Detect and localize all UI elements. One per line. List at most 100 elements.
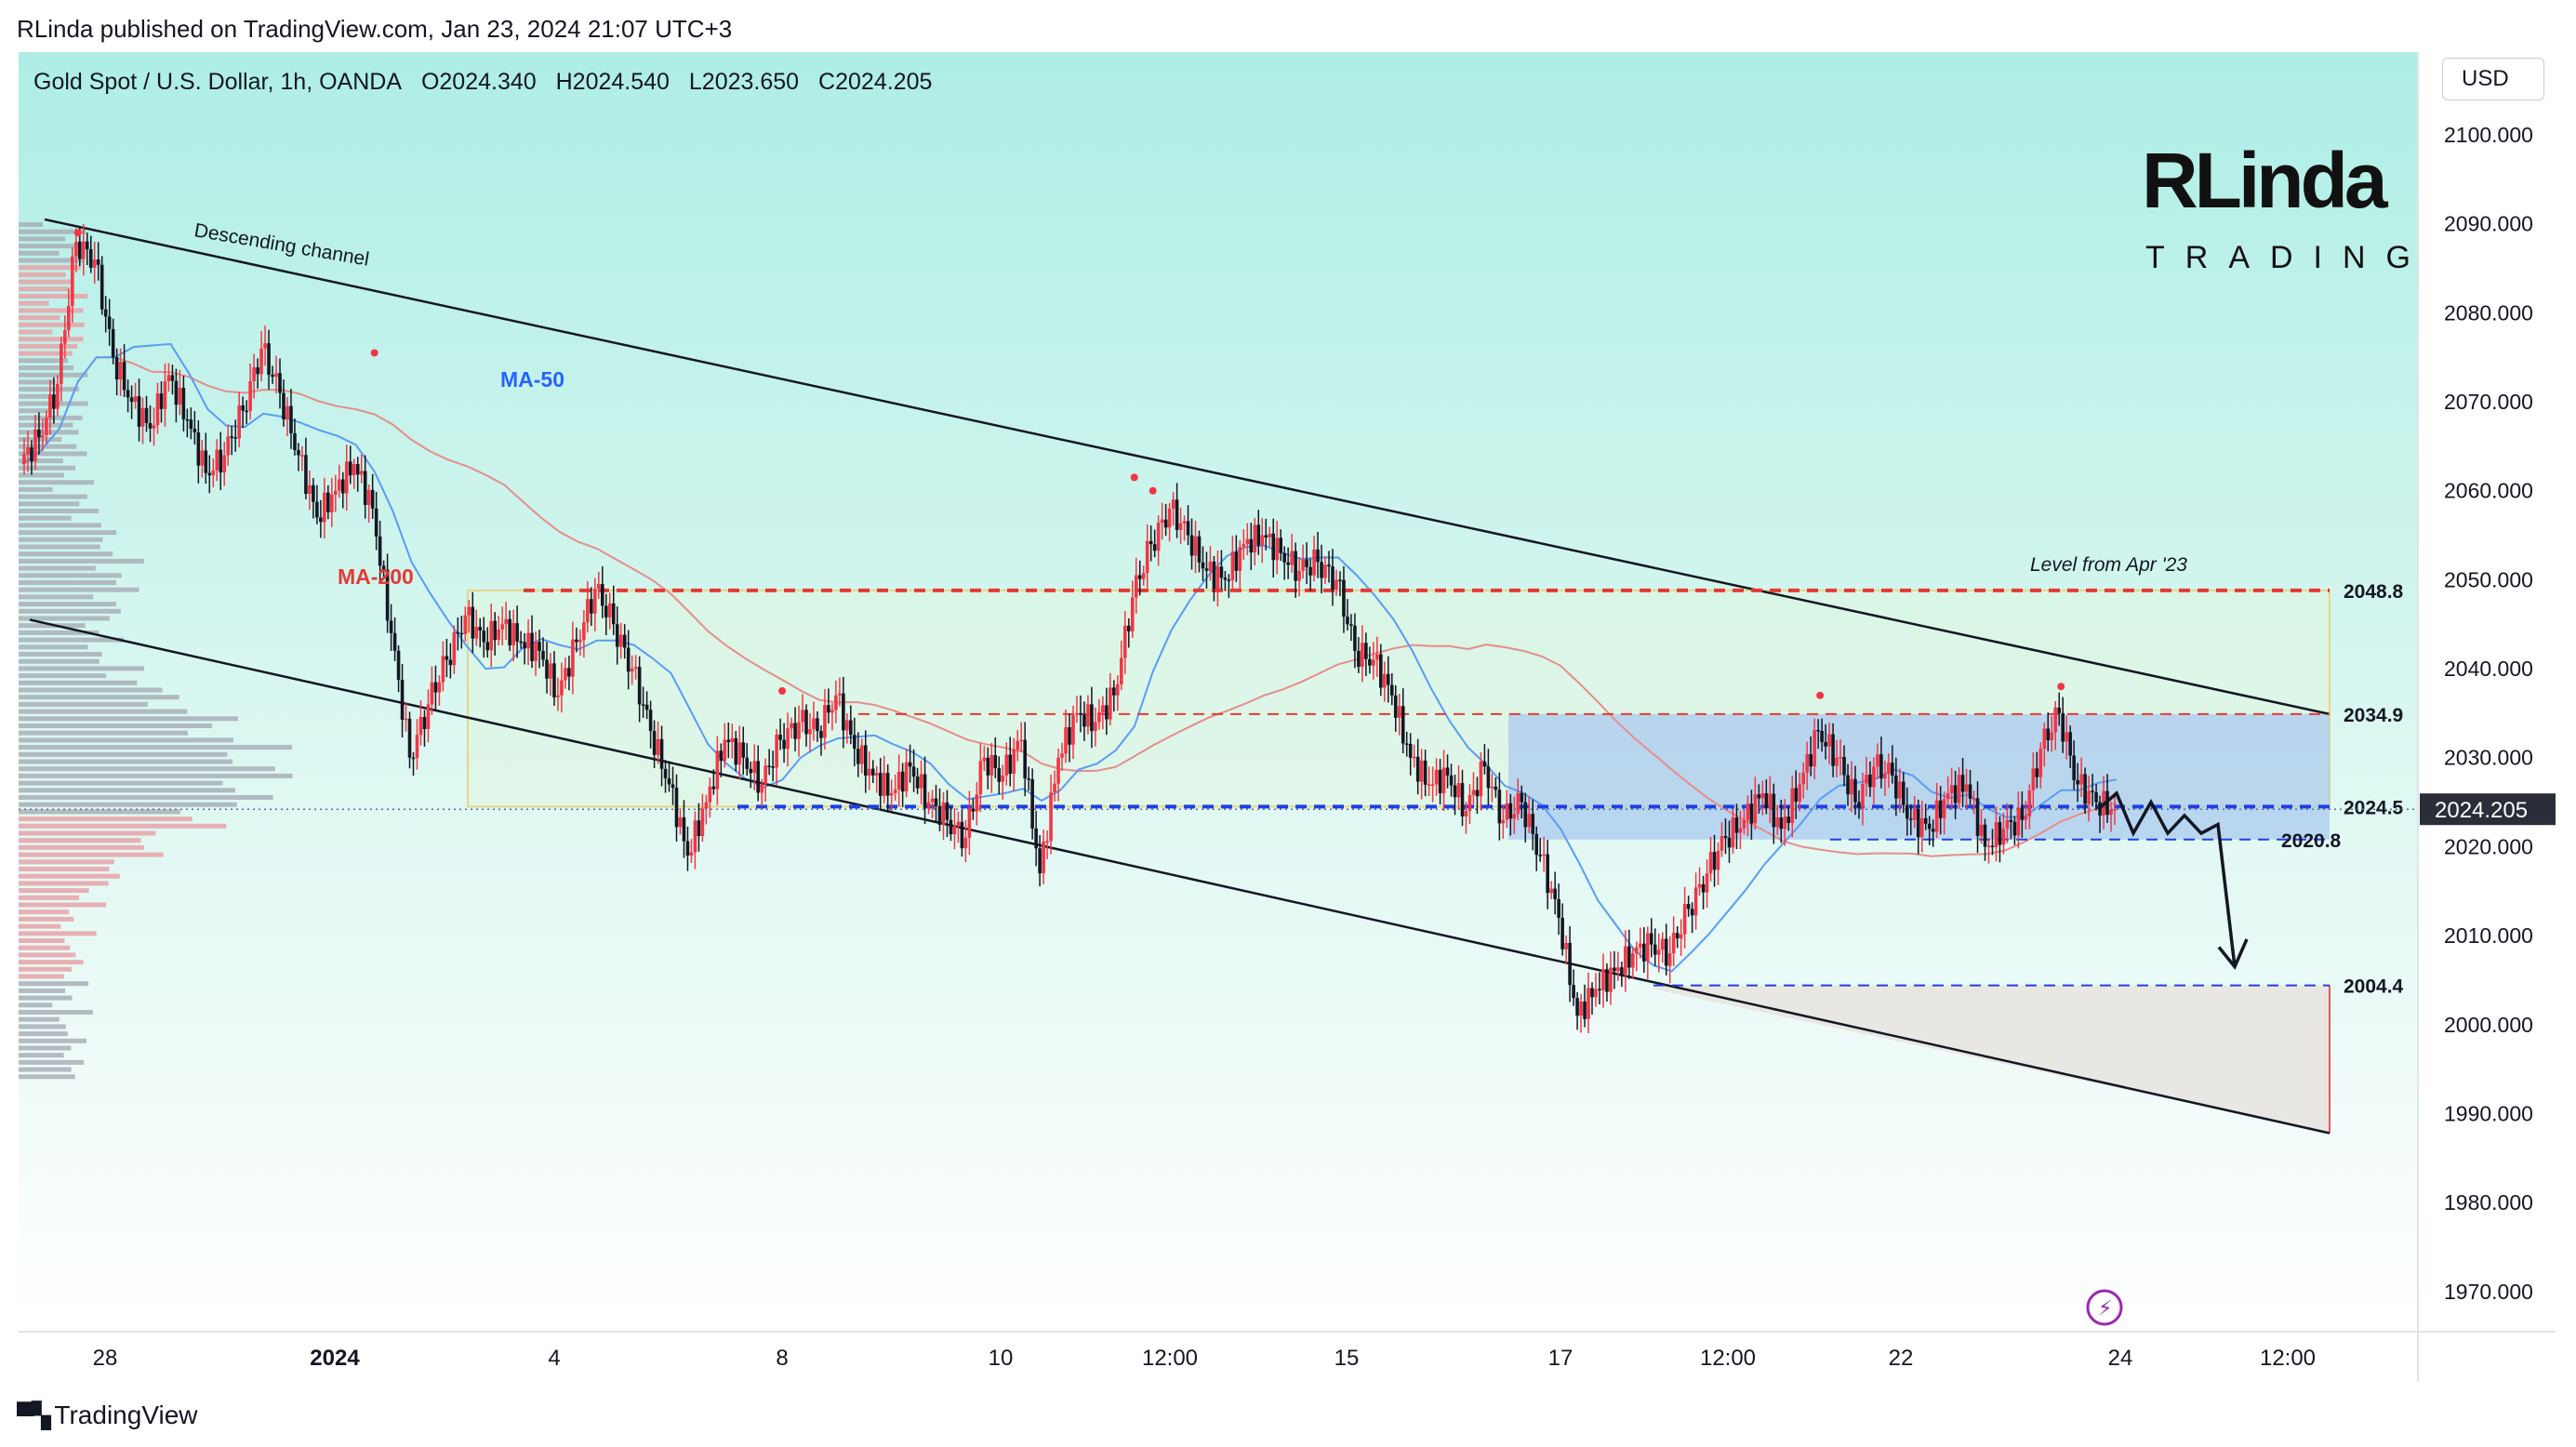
volume-profile-bar bbox=[19, 1038, 87, 1043]
volume-profile-bar bbox=[19, 337, 84, 342]
candle-body bbox=[129, 397, 134, 403]
candle-body bbox=[1916, 808, 1920, 838]
candle-body bbox=[941, 802, 946, 825]
candle-body bbox=[1512, 814, 1517, 819]
candle-body bbox=[426, 704, 431, 729]
swing-high-marker bbox=[73, 229, 82, 237]
candle-body bbox=[1649, 933, 1653, 945]
candle-body bbox=[355, 464, 360, 475]
candle-body bbox=[456, 631, 460, 634]
candle-body bbox=[519, 641, 523, 644]
candle-body bbox=[92, 259, 97, 268]
candle-body bbox=[1705, 873, 1709, 893]
candle-body bbox=[2065, 732, 2068, 742]
candle-body bbox=[504, 618, 508, 625]
candle-body bbox=[596, 584, 601, 589]
volume-profile-bar bbox=[19, 322, 85, 327]
tradingview-logo[interactable]: ▀▚ TradingView bbox=[17, 1401, 198, 1430]
candle-body bbox=[1675, 933, 1680, 939]
candle-body bbox=[330, 494, 334, 512]
candle-body bbox=[259, 348, 263, 375]
candle-body bbox=[630, 669, 634, 672]
candle-body bbox=[1983, 824, 1987, 847]
candle-body bbox=[1912, 808, 1917, 820]
candle-body bbox=[1379, 654, 1383, 688]
candle-body bbox=[1375, 654, 1379, 660]
candle-body bbox=[819, 731, 823, 738]
candle-body bbox=[870, 768, 875, 776]
candle-body bbox=[1594, 989, 1598, 998]
y-tick-label: 2020.000 bbox=[2444, 834, 2533, 858]
candle-body bbox=[107, 316, 112, 329]
candle-body bbox=[1501, 819, 1506, 824]
chart-frame[interactable]: 2048.8 2034.9 2024.5 2020.8 2004.4 Descendin… bbox=[17, 50, 2557, 1386]
candle-body bbox=[1656, 949, 1661, 955]
candle-body bbox=[445, 656, 449, 660]
candle-body bbox=[404, 718, 408, 721]
candle-body bbox=[152, 425, 156, 429]
volume-profile-bar bbox=[19, 1016, 60, 1022]
candle-body bbox=[1060, 753, 1064, 758]
candle-body bbox=[1204, 568, 1209, 571]
candle-body bbox=[1720, 836, 1724, 851]
candle-body bbox=[1389, 684, 1394, 696]
candle-body bbox=[1045, 841, 1049, 843]
candle-body bbox=[2053, 707, 2058, 733]
candle-body bbox=[1835, 757, 1839, 766]
candle-body bbox=[174, 380, 179, 405]
candle-body bbox=[1372, 659, 1375, 666]
candle-body bbox=[103, 309, 108, 317]
candle-body bbox=[1234, 551, 1239, 571]
candle-body bbox=[604, 605, 608, 617]
symbol-name[interactable]: Gold Spot / U.S. Dollar, 1h, OANDA bbox=[33, 69, 402, 95]
candle-body bbox=[1101, 705, 1105, 713]
candle-body bbox=[148, 422, 153, 429]
candle-body bbox=[1809, 753, 1812, 767]
candle-body bbox=[448, 659, 453, 666]
candle-body bbox=[1645, 933, 1650, 962]
candle-body bbox=[1249, 538, 1254, 553]
candle-body bbox=[163, 380, 167, 409]
candle-body bbox=[1798, 784, 1802, 803]
x-tick-label: 12:00 bbox=[2260, 1346, 2316, 1371]
candle-body bbox=[1334, 579, 1338, 590]
candle-body bbox=[1230, 551, 1235, 580]
candle-body bbox=[497, 629, 500, 641]
volume-profile-bar bbox=[19, 724, 212, 728]
candle-body bbox=[1538, 855, 1543, 856]
candle-body bbox=[430, 682, 434, 705]
x-tick-label: 15 bbox=[1334, 1346, 1360, 1371]
candle-body bbox=[2038, 749, 2043, 777]
candle-body bbox=[1794, 788, 1799, 803]
candle-body bbox=[359, 471, 364, 475]
candle-body bbox=[834, 695, 838, 710]
candle-body bbox=[63, 329, 67, 344]
candle-body bbox=[1805, 753, 1809, 773]
candle-body bbox=[248, 380, 252, 411]
candle-body bbox=[211, 470, 216, 476]
candle-body bbox=[1905, 804, 1909, 819]
candle-body bbox=[126, 390, 130, 398]
currency-button[interactable]: USD bbox=[2442, 58, 2544, 100]
candle-body bbox=[2109, 809, 2113, 816]
candle-body bbox=[1490, 786, 1494, 789]
candle-body bbox=[2046, 728, 2051, 740]
volume-profile-bar bbox=[19, 873, 120, 879]
volume-profile-bar bbox=[19, 300, 49, 306]
candle-body bbox=[1130, 597, 1135, 631]
candle-body bbox=[1145, 540, 1149, 574]
candle-body bbox=[1964, 784, 1969, 792]
candle-body bbox=[1004, 754, 1009, 776]
volume-profile-bar bbox=[19, 279, 74, 285]
candle-body bbox=[1523, 802, 1528, 828]
candle-body bbox=[1163, 519, 1168, 528]
lightning-icon[interactable] bbox=[2086, 1289, 2123, 1326]
candle-body bbox=[1189, 535, 1194, 556]
candle-body bbox=[874, 773, 879, 776]
candle-body bbox=[433, 682, 438, 693]
candle-body bbox=[611, 603, 616, 625]
candle-body bbox=[1412, 756, 1416, 759]
candle-body bbox=[1038, 848, 1042, 874]
candle-body bbox=[56, 383, 60, 409]
